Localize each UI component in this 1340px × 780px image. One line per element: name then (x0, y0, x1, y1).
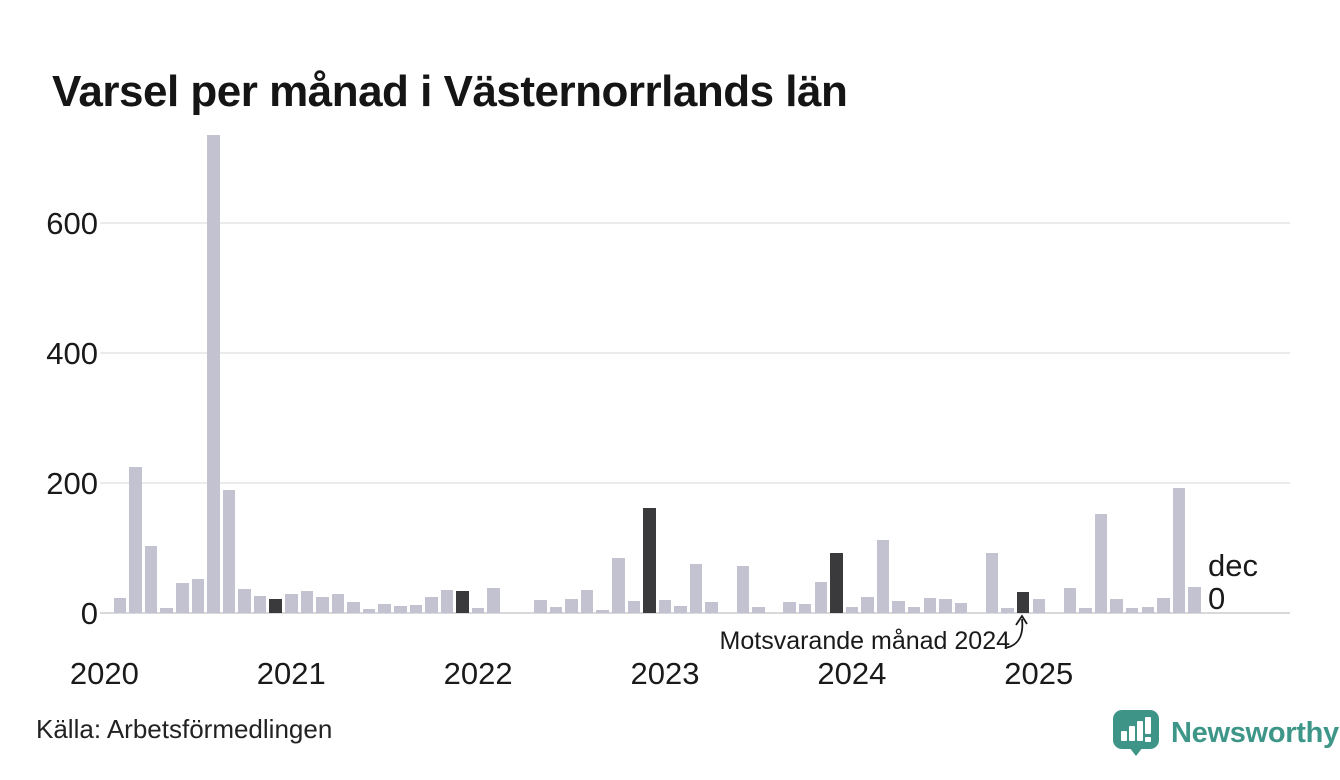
bar-2022-m5 (534, 600, 547, 613)
bar-2023-m10 (798, 603, 812, 613)
bar-2023-m4 (705, 601, 718, 613)
bar-2020-m4 (144, 546, 158, 613)
bar-2025-m6 (1110, 599, 1123, 613)
bar-2020-m7 (191, 579, 205, 613)
x-axis-year-label: 2022 (443, 656, 513, 691)
bar-2021-m10 (425, 596, 438, 613)
bar-2025-m4 (1079, 607, 1092, 613)
gridline (100, 352, 1290, 354)
bar-2021-m6 (362, 609, 376, 613)
bar-2022-m10 (612, 557, 625, 613)
bar-2023-m2 (674, 605, 687, 613)
bar-2022-m12 (643, 507, 656, 613)
gridline (100, 222, 1290, 224)
bar-2021-m7 (378, 603, 391, 613)
bar-2024-m2 (861, 597, 874, 613)
bar-2021-m11 (440, 590, 454, 613)
bar-2024-m3 (876, 540, 890, 613)
bar-2023-m11 (814, 581, 827, 613)
x-axis-year-label: 2020 (69, 656, 139, 691)
bar-2022-m9 (596, 609, 609, 613)
bar-2024-m7 (939, 599, 952, 613)
bar-2020-m3 (129, 466, 142, 613)
bar-2022-m2 (487, 588, 500, 613)
chart-title: Varsel per månad i Västernorrlands län (52, 67, 848, 117)
bar-2022-m8 (580, 589, 594, 613)
bar-2025-m3 (1063, 588, 1077, 613)
bar-2024-m11 (1001, 608, 1014, 613)
x-axis-year-label: 2023 (630, 656, 700, 691)
bar-2021-m4 (331, 593, 345, 613)
latest-point-label: dec 0 (1208, 549, 1258, 615)
bar-2024-m8 (954, 602, 968, 613)
bar-2022-m1 (471, 608, 485, 613)
latest-point-value: 0 (1208, 581, 1226, 616)
bar-2024-m5 (907, 606, 921, 613)
bar-2024-m1 (845, 607, 859, 613)
y-axis-tick-label: 600 (46, 206, 98, 241)
bar-2024-m4 (892, 601, 905, 613)
bar-2020-m6 (176, 583, 189, 613)
bar-2025-m1 (1032, 598, 1046, 613)
bar-2020-m2 (113, 598, 127, 613)
bar-2021-m2 (300, 590, 314, 613)
bar-2024-m12 (1016, 591, 1030, 613)
bar-2023-m1 (658, 600, 672, 613)
y-axis-tick-label: 0 (80, 596, 98, 631)
bar-2020-m11 (253, 596, 267, 613)
newsworthy-logo-text: Newsworthy (1171, 716, 1339, 749)
bar-2021-m8 (394, 605, 407, 613)
bar-2023-m12 (830, 553, 843, 613)
bar-2023-m7 (752, 607, 765, 613)
bar-2020-m10 (238, 588, 251, 613)
bar-2021-m9 (409, 605, 423, 613)
bar-2023-m6 (736, 566, 750, 613)
y-axis-tick-label: 200 (46, 466, 98, 501)
bar-2025-m10 (1172, 487, 1186, 613)
x-axis-year-label: 2021 (256, 656, 326, 691)
gridline (100, 482, 1290, 484)
bar-2022-m7 (565, 599, 578, 613)
newsworthy-brand: Newsworthy (1112, 709, 1339, 757)
bar-2025-m11 (1188, 587, 1201, 613)
bar-2021-m3 (316, 597, 329, 613)
bar-2020-m9 (222, 489, 236, 613)
bar-2023-m3 (689, 564, 703, 613)
bar-2024-m6 (923, 598, 937, 613)
bar-2022-m11 (627, 601, 641, 613)
bar-2025-m5 (1094, 514, 1108, 613)
bar-2022-m6 (549, 606, 563, 613)
bar-2020-m8 (207, 135, 220, 613)
bar-2021-m12 (456, 590, 469, 613)
source-caption: Källa: Arbetsförmedlingen (36, 714, 333, 744)
newsworthy-logo-icon (1113, 710, 1159, 756)
x-axis-baseline (100, 612, 1290, 614)
bar-2025-m8 (1141, 606, 1155, 613)
bar-2020-m12 (269, 598, 282, 613)
bar-2020-m5 (160, 607, 173, 613)
bar-2025-m7 (1125, 608, 1139, 613)
bar-2021-m1 (285, 594, 298, 613)
x-axis-year-label: 2024 (817, 656, 887, 691)
bar-2024-m10 (985, 553, 999, 613)
latest-point-month: dec (1208, 548, 1258, 583)
annotation-corresponding-month: Motsvarande månad 2024 (719, 627, 1010, 655)
bar-2023-m9 (783, 601, 796, 613)
annotation-arrow-icon (1004, 614, 1028, 649)
y-axis-tick-label: 400 (46, 336, 98, 371)
bar-2021-m5 (347, 601, 360, 613)
x-axis-year-label: 2025 (1004, 656, 1074, 691)
bar-2025-m9 (1157, 598, 1170, 613)
